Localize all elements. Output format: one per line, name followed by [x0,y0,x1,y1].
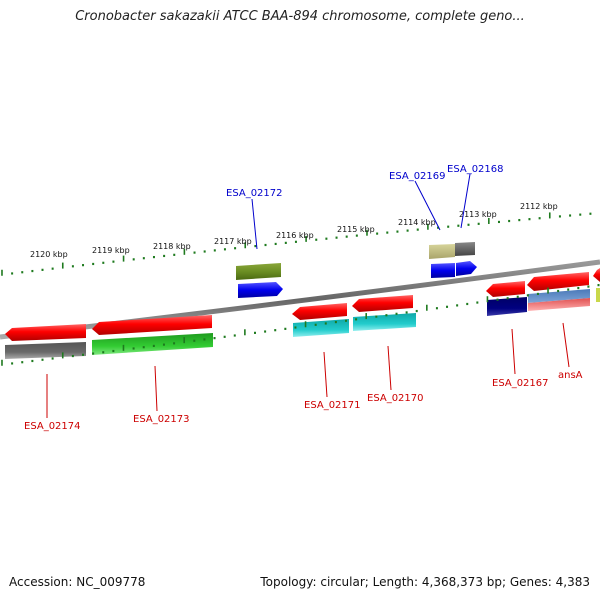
feature-red-arrow[interactable] [5,324,86,341]
gene-label-esa02172[interactable]: ESA_02172 [226,188,283,199]
map-title: Cronobacter sakazakii ATCC BAA-894 chrom… [75,9,525,24]
gene-label-esa02173[interactable]: ESA_02173 [133,414,190,425]
inner-tick-ring [1,284,600,366]
tick-label: 2120 kbp [30,250,68,259]
tick-label: 2114 kbp [398,218,436,227]
feature-khaki[interactable] [429,244,455,259]
outer-ring-dots [1,212,592,276]
top-gene-labels: ESA_02172 ESA_02169 ESA_02168 [226,164,504,199]
gene-label-esa02167[interactable]: ESA_02167 [492,378,549,389]
feature-cyan[interactable] [353,313,416,331]
feature-olive[interactable] [236,263,281,280]
tick-label: 2112 kbp [520,202,558,211]
feature-blue-arrow[interactable] [456,261,477,276]
feature-red-arrow[interactable] [352,295,413,312]
topology-summary: Topology: circular; Length: 4,368,373 bp… [260,575,590,589]
feature-dark-gray[interactable] [455,242,475,256]
feature-red-arrow[interactable] [527,272,589,291]
bottom-strand-features [5,268,600,359]
gene-label-esa02170[interactable]: ESA_02170 [367,393,424,404]
top-leader-lines [251,173,471,250]
outer-tick-ring [1,212,592,276]
tick-label: 2117 kbp [214,237,252,246]
gene-label-esa02174[interactable]: ESA_02174 [24,421,81,432]
feature-green[interactable] [92,333,213,355]
tick-label: 2116 kbp [276,231,314,240]
gene-label-esa02169[interactable]: ESA_02169 [389,171,446,182]
feature-red-arrow[interactable] [292,303,347,320]
feature-pink[interactable] [528,298,590,311]
top-strand-features [236,242,477,298]
feature-cyan[interactable] [293,319,349,337]
inner-ring-dots [1,284,600,366]
accession-text: Accession: NC_009778 [9,575,146,589]
tick-labels: 2120 kbp 2119 kbp 2118 kbp 2117 kbp 2116… [30,202,558,259]
feature-red-arrow[interactable] [92,315,212,335]
bottom-gene-labels: ESA_02174 ESA_02173 ESA_02171 ESA_02170 … [24,370,583,432]
feature-blue-arrow[interactable] [431,263,455,278]
feature-navy[interactable] [487,297,527,316]
bottom-leader-lines [46,322,570,418]
gene-label-ansa[interactable]: ansA [558,370,583,381]
tick-label: 2113 kbp [459,210,497,219]
feature-red-arrow[interactable] [486,281,525,297]
tick-label: 2115 kbp [337,225,375,234]
tick-label: 2119 kbp [92,246,130,255]
feature-steel-blue[interactable] [528,289,590,303]
feature-red-arrow[interactable] [593,268,600,282]
gene-label-esa02168[interactable]: ESA_02168 [447,164,504,175]
tick-label: 2118 kbp [153,242,191,251]
feature-gray[interactable] [5,342,86,359]
feature-yellow-green[interactable] [596,288,600,302]
gene-label-esa02171[interactable]: ESA_02171 [304,400,361,411]
feature-blue-arrow[interactable] [238,282,283,298]
